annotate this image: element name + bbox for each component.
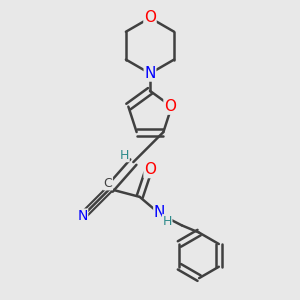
Text: H: H [120, 148, 129, 162]
Text: C: C [104, 177, 112, 190]
Text: O: O [164, 99, 176, 114]
Text: N: N [154, 205, 165, 220]
Text: O: O [144, 163, 156, 178]
Text: N: N [77, 209, 88, 223]
Text: O: O [144, 10, 156, 25]
Text: H: H [163, 215, 172, 228]
Text: N: N [144, 66, 156, 81]
